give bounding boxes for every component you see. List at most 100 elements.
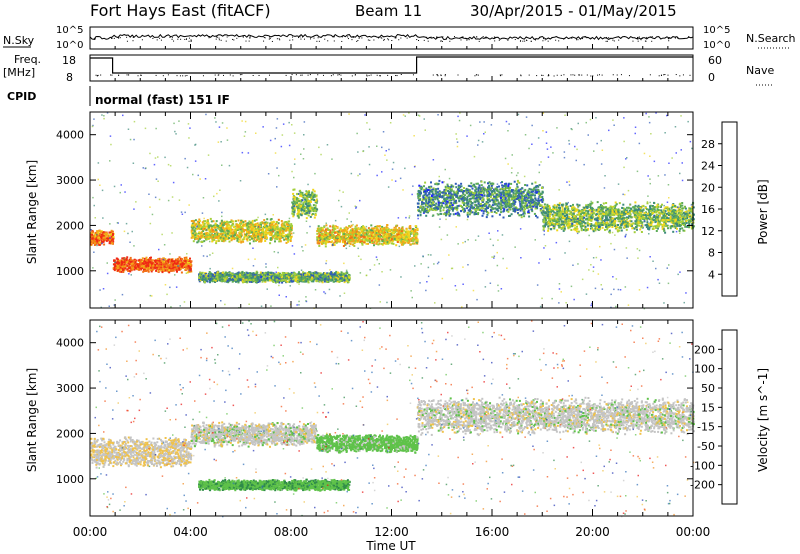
power-echo-cell (363, 229, 366, 232)
power-echo-cell (205, 279, 208, 282)
nsearch-dot (186, 38, 188, 40)
power-echo-cell (376, 230, 379, 233)
nave-dot (437, 74, 439, 76)
power-echo-cell (306, 206, 309, 209)
nsearch-dot (649, 36, 651, 38)
power-echo-cell (331, 271, 334, 274)
power-echo-cell (250, 227, 253, 230)
power-echo-cell (263, 237, 266, 240)
power-echo-cell (296, 213, 299, 215)
power-echo-cell (325, 232, 328, 235)
power-echo-cell (386, 231, 389, 234)
power-echo-cell (195, 235, 198, 238)
power-echo-cell (248, 222, 251, 225)
power-echo-cell (243, 236, 246, 239)
nave-dot (477, 74, 479, 76)
power-echo-cell (152, 268, 155, 271)
nave-dot (501, 74, 503, 76)
power-echo-cell (375, 225, 378, 228)
power-echo-cell (255, 232, 258, 235)
power-echo-cell (366, 237, 369, 240)
power-echo-cell (194, 222, 197, 225)
power-echo-cell (324, 228, 327, 231)
power-echo-cell (163, 269, 165, 272)
power-echo-cell (376, 239, 379, 242)
nave-dot (663, 74, 665, 76)
power-echo-cell (276, 233, 278, 235)
power-echo-cell (330, 241, 333, 244)
power-echo-cell (309, 201, 312, 203)
power-echo-cell (387, 230, 390, 233)
power-echo-cell (369, 230, 372, 233)
power-echo-cell (210, 226, 213, 229)
nsearch-dot (263, 36, 265, 38)
power-echo-cell (143, 259, 146, 262)
power-echo-cell (324, 245, 327, 248)
nave-dot (541, 74, 543, 76)
power-echo-cell (131, 262, 134, 265)
power-echo-cell (110, 239, 113, 242)
power-echo-cell (254, 227, 257, 230)
power-echo-cell (209, 281, 211, 284)
power-echo-cell (408, 226, 411, 229)
nave-dot (590, 75, 592, 77)
power-echo-cell (185, 265, 188, 268)
power-echo-cell (130, 266, 133, 269)
power-echo-cell (228, 231, 231, 234)
nsearch-dot (507, 39, 509, 41)
power-echo-cell (226, 220, 228, 223)
power-echo-cell (121, 265, 124, 268)
nave-dot (118, 74, 120, 76)
nsearch-dot (677, 37, 679, 39)
power-echo-cell (211, 234, 214, 236)
power-echo-cell (230, 239, 233, 242)
power-echo-cell (228, 226, 231, 229)
power-echo-cell (234, 231, 237, 234)
nsearch-dot (520, 40, 522, 42)
power-echo-cell (120, 261, 123, 264)
nsearch-label: N.Search (746, 32, 796, 45)
power-echo-cell (368, 241, 371, 244)
power-echo-cell (287, 240, 290, 243)
power-echo-cell (386, 224, 389, 226)
nsearch-dot (645, 38, 647, 40)
power-echo-cell (251, 219, 254, 222)
power-echo-cell (228, 237, 230, 240)
power-echo-cell (127, 264, 130, 267)
power-echo-cell (197, 238, 200, 241)
power-echo-cell (342, 241, 345, 244)
power-echo-cell (301, 208, 304, 211)
nsearch-dot (190, 40, 192, 42)
power-echo-cell (297, 193, 300, 195)
nsearch-dot (269, 36, 271, 38)
power-echo-cell (194, 219, 197, 222)
power-echo-cell (351, 227, 354, 230)
nsearch-dot (111, 37, 113, 39)
power-echo-cell (383, 240, 386, 243)
nsearch-dot (482, 36, 484, 38)
power-echo-cell (332, 278, 335, 281)
power-echo-cell (283, 221, 286, 224)
power-echo-cell (386, 234, 389, 237)
power-echo-cell (372, 227, 375, 230)
power-echo-cell (409, 225, 412, 227)
power-echo-cell (351, 234, 353, 237)
power-echo-cell (200, 227, 203, 230)
power-echo-cell (269, 242, 272, 245)
power-echo-cell (399, 235, 402, 238)
power-echo-cell (397, 231, 400, 233)
nsearch-dot (498, 39, 500, 41)
power-echo-cell (262, 227, 265, 230)
nsearch-dot (558, 40, 560, 42)
power-echo-cell (255, 236, 258, 239)
nsearch-dot (485, 37, 487, 39)
power-echo-cell (266, 232, 269, 235)
power-echo-cell (376, 236, 378, 239)
power-echo-cell (237, 240, 240, 243)
power-echo-cell (292, 196, 295, 199)
power-echo-cell (305, 213, 308, 216)
power-echo-cell (132, 265, 135, 268)
nsearch-dot (347, 38, 349, 40)
power-echo-cell (242, 229, 245, 232)
power-echo-cell (254, 235, 257, 238)
